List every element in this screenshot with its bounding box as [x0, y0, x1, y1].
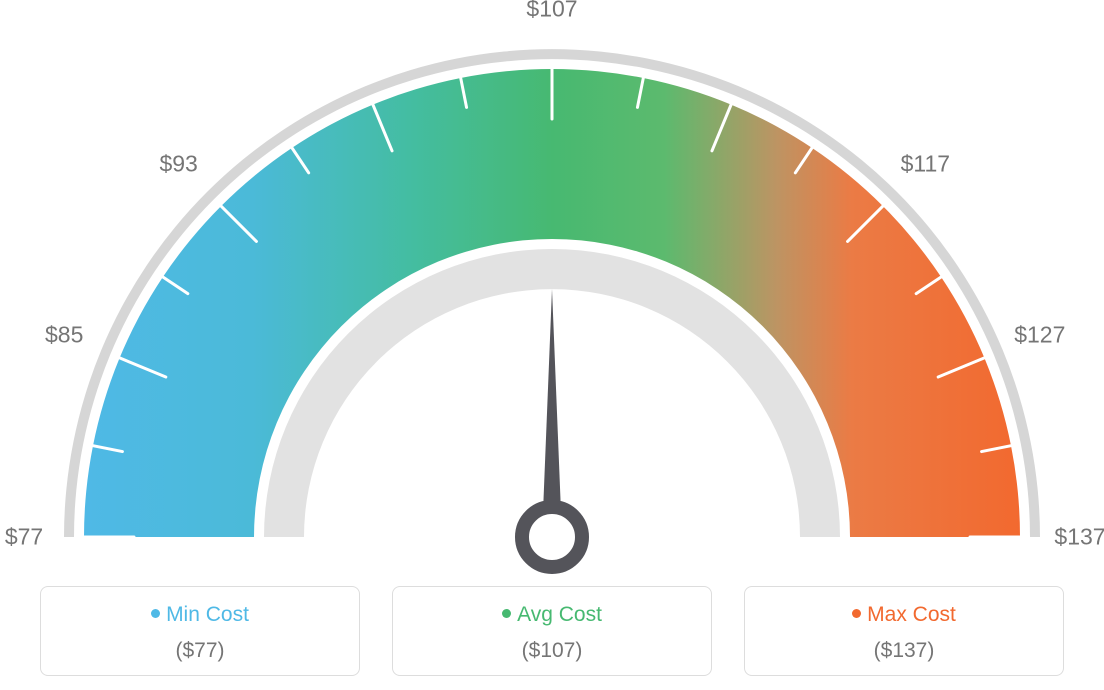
- legend-card-min: Min Cost ($77): [40, 586, 360, 676]
- legend-title-text: Avg Cost: [517, 603, 602, 626]
- gauge-tick-label: $77: [5, 524, 43, 551]
- legend-title-avg: Avg Cost: [403, 603, 701, 627]
- legend-value-max: ($137): [755, 639, 1053, 663]
- gauge-chart: $77 $85 $93 $107 $117 $127 $137: [0, 0, 1104, 575]
- legend-title-text: Max Cost: [867, 603, 956, 626]
- legend-card-avg: Avg Cost ($107): [392, 586, 712, 676]
- dot-icon: [151, 609, 160, 618]
- gauge-tick-label: $117: [901, 150, 950, 177]
- legend-row: Min Cost ($77) Avg Cost ($107) Max Cost …: [40, 586, 1064, 676]
- gauge-tick-label: $137: [1054, 524, 1104, 551]
- gauge-tick-label: $85: [45, 321, 83, 348]
- legend-title-text: Min Cost: [166, 603, 249, 626]
- gauge-tick-label: $127: [1014, 321, 1065, 348]
- gauge-tick-label: $107: [526, 0, 577, 23]
- gauge-svg: [0, 0, 1104, 575]
- dot-icon: [502, 609, 511, 618]
- legend-title-max: Max Cost: [755, 603, 1053, 627]
- legend-value-avg: ($107): [403, 639, 701, 663]
- legend-card-max: Max Cost ($137): [744, 586, 1064, 676]
- legend-title-min: Min Cost: [51, 603, 349, 627]
- dot-icon: [852, 609, 861, 618]
- gauge-tick-label: $93: [159, 150, 197, 177]
- legend-value-min: ($77): [51, 639, 349, 663]
